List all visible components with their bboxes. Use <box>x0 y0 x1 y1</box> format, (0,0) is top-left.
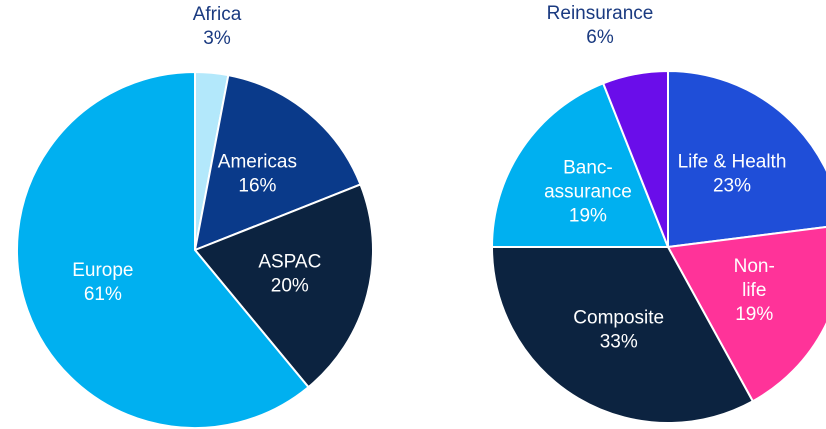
slice-value-label: 19% <box>569 206 607 227</box>
slice-value-label: 6% <box>586 27 614 48</box>
slice-label: ASPAC <box>258 251 321 272</box>
pie-slice <box>667 69 826 249</box>
pie-slice <box>193 73 362 252</box>
pie-slice <box>601 69 669 248</box>
slice-label: Banc-assurance <box>544 158 632 203</box>
slice-value-label: 16% <box>238 176 276 197</box>
slice-label-line: Banc- <box>563 158 613 179</box>
slice-label-line: Africa <box>193 4 242 25</box>
pie <box>16 70 374 429</box>
slice-label-line: ASPAC <box>258 251 321 272</box>
pie-slice <box>490 82 670 248</box>
slice-label: Europe <box>72 260 133 281</box>
slice-value-label: 23% <box>713 175 751 196</box>
slice-label-line: Life & Health <box>678 151 787 172</box>
pie-slice <box>490 246 755 424</box>
slice-label: Life & Health <box>678 151 787 172</box>
pie <box>490 69 826 424</box>
slice-label-line: Americas <box>218 152 297 173</box>
slice-label-line: Reinsurance <box>547 3 654 24</box>
slice-label-line: Europe <box>72 260 133 281</box>
slice-label: Non-life <box>734 256 775 301</box>
pie-slice <box>666 226 826 403</box>
slice-label-line: life <box>742 280 766 301</box>
slice-label-line: assurance <box>544 182 632 203</box>
pie-slice <box>193 183 374 389</box>
slice-label: Africa <box>193 4 242 25</box>
slice-label-line: Non- <box>734 256 775 277</box>
pie-slice <box>16 70 310 429</box>
slice-label: Composite <box>573 307 664 328</box>
slice-value-label: 3% <box>203 28 231 49</box>
slice-value-label: 19% <box>735 304 773 325</box>
slice-value-label: 33% <box>600 331 638 352</box>
slice-value-label: 61% <box>84 284 122 305</box>
slice-label: Americas <box>218 152 297 173</box>
slice-label: Reinsurance <box>547 3 654 24</box>
slice-label-line: Composite <box>573 307 664 328</box>
slice-value-label: 20% <box>271 275 309 296</box>
